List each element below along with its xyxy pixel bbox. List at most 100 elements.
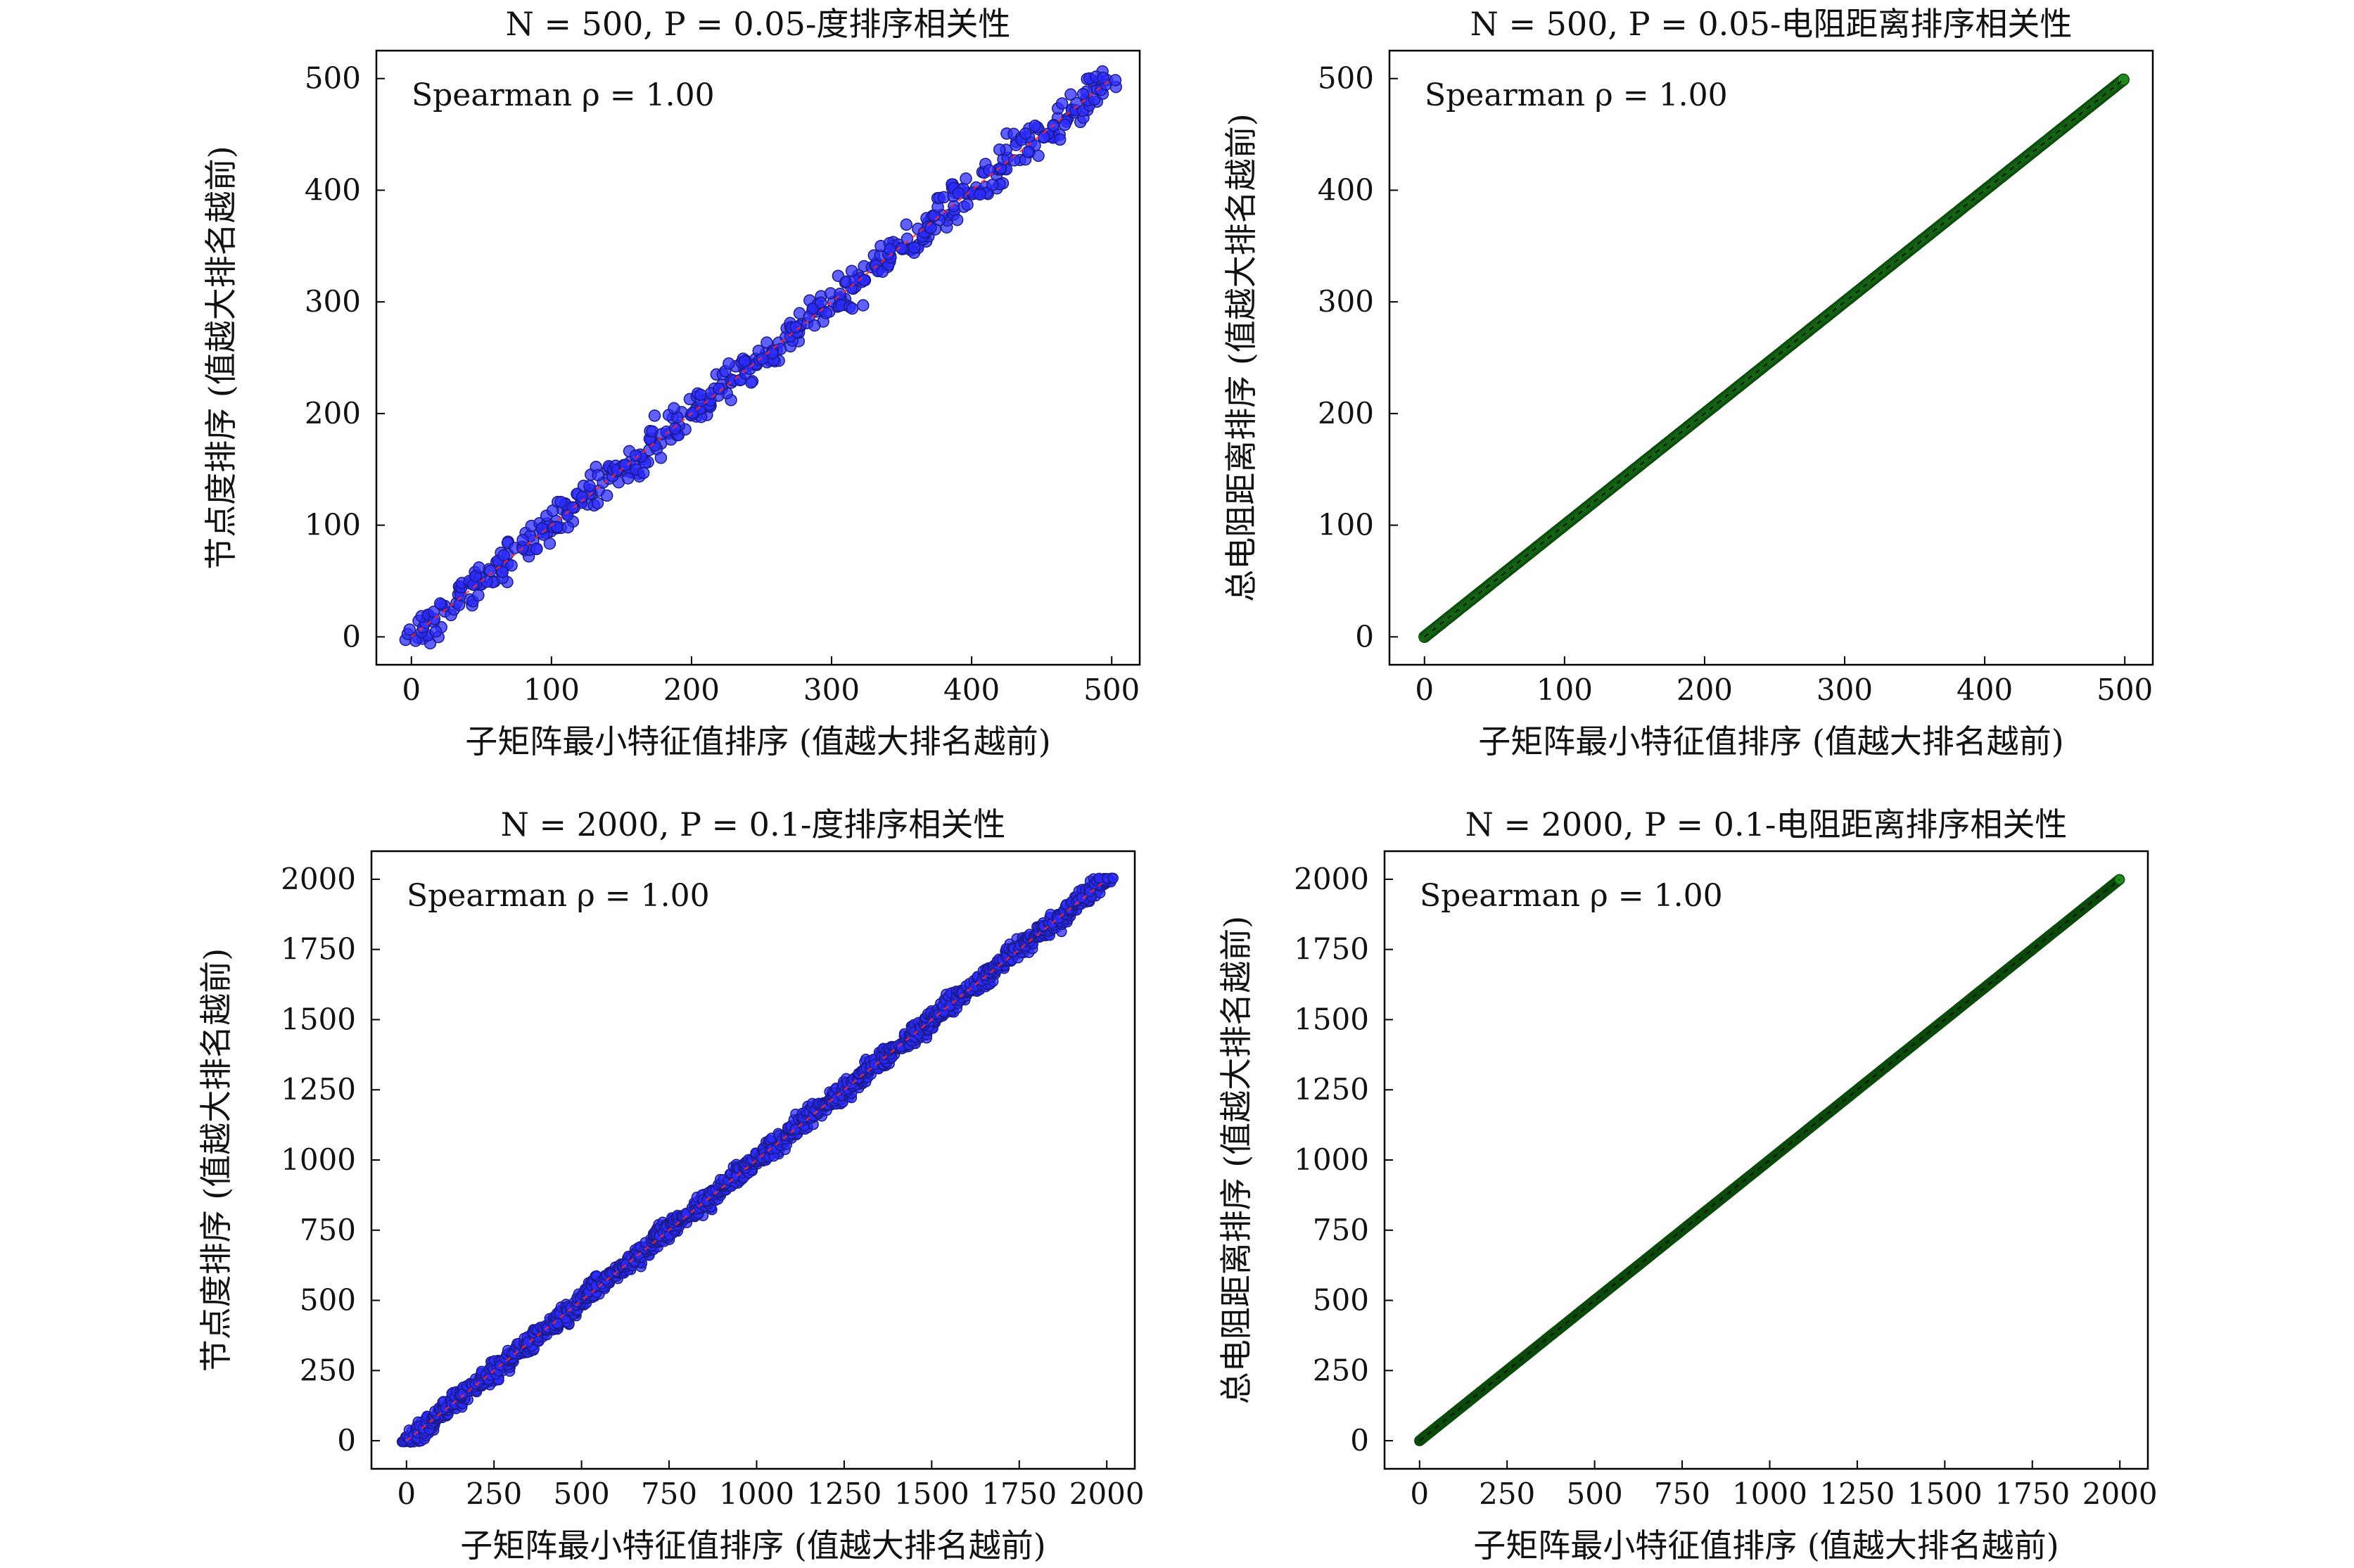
- spearman-annotation: Spearman ρ = 1.00: [407, 878, 710, 914]
- data-point: [953, 188, 965, 199]
- x-tick-label: 250: [466, 1477, 522, 1511]
- data-point: [846, 265, 858, 276]
- y-tick-label: 0: [337, 1423, 356, 1458]
- x-axis-label: 子矩阵最小特征值排序 (值越大排名越前): [1478, 722, 2064, 760]
- data-point: [638, 467, 649, 478]
- reference-line: [1425, 79, 2123, 637]
- x-tick-label: 200: [663, 673, 720, 707]
- data-point: [531, 544, 542, 555]
- x-tick-label: 400: [943, 673, 1000, 707]
- data-point: [435, 598, 446, 609]
- x-tick-label: 1500: [894, 1477, 969, 1511]
- data-point: [623, 473, 634, 484]
- spearman-annotation: Spearman ρ = 1.00: [1425, 77, 1728, 113]
- y-tick-label: 100: [305, 508, 361, 542]
- data-point: [858, 275, 870, 286]
- x-tick-label: 300: [1817, 673, 1873, 707]
- y-tick-label: 100: [1318, 508, 1374, 542]
- x-tick-label: 100: [1537, 673, 1593, 707]
- data-point: [901, 219, 912, 230]
- data-point: [1060, 119, 1071, 130]
- y-tick-label: 400: [305, 172, 361, 207]
- x-tick-label: 0: [397, 1477, 416, 1511]
- data-point: [1109, 75, 1121, 86]
- data-point: [562, 522, 573, 533]
- y-tick-label: 500: [305, 61, 361, 96]
- y-tick-label: 0: [1355, 619, 1374, 654]
- x-axis-label: 子矩阵最小特征值排序 (值越大排名越前): [460, 1526, 1046, 1564]
- data-point: [669, 423, 680, 434]
- data-point: [498, 550, 509, 561]
- data-point: [962, 199, 973, 210]
- x-axis-label: 子矩阵最小特征值排序 (值越大排名越前): [465, 722, 1051, 760]
- y-tick-label: 500: [300, 1283, 356, 1318]
- data-point: [1108, 873, 1118, 883]
- data-point: [695, 389, 706, 400]
- data-point: [473, 562, 485, 573]
- y-tick-label: 1750: [281, 932, 356, 967]
- data-point: [994, 144, 1005, 155]
- data-point: [630, 450, 642, 461]
- data-point: [1057, 98, 1068, 109]
- data-point: [481, 576, 492, 587]
- data-point: [473, 589, 484, 601]
- x-tick-label: 100: [523, 673, 580, 707]
- data-point: [815, 297, 827, 308]
- data-point: [960, 173, 972, 184]
- data-point: [1055, 134, 1066, 145]
- data-point: [884, 243, 896, 255]
- spearman-annotation: Spearman ρ = 1.00: [412, 77, 715, 113]
- x-tick-label: 0: [1415, 673, 1434, 707]
- y-tick-label: 400: [1318, 172, 1374, 207]
- x-tick-label: 0: [402, 673, 421, 707]
- data-point: [584, 480, 595, 492]
- y-tick-label: 300: [1318, 284, 1374, 319]
- chart-title: N = 500, P = 0.05-度排序相关性: [506, 5, 1011, 43]
- data-point: [668, 402, 680, 414]
- data-point: [1020, 128, 1031, 139]
- data-point: [555, 497, 566, 508]
- y-axis-label: 总电阻距离排序 (值越大排名越前): [1222, 113, 1260, 602]
- data-point: [1065, 89, 1076, 100]
- reference-line: [412, 79, 1110, 637]
- x-tick-label: 1750: [981, 1477, 1057, 1511]
- x-tick-label: 400: [1957, 673, 2013, 707]
- y-tick-label: 2000: [281, 862, 356, 896]
- scatter-points: [397, 873, 1119, 1447]
- data-point: [1078, 89, 1089, 100]
- data-point: [431, 626, 442, 637]
- y-tick-label: 200: [305, 396, 361, 431]
- y-tick-label: 1250: [281, 1072, 356, 1107]
- chart-title: N = 2000, P = 0.1-度排序相关性: [501, 805, 1006, 843]
- data-point: [592, 470, 604, 481]
- x-tick-label: 500: [1083, 673, 1140, 707]
- y-tick-label: 300: [305, 284, 361, 319]
- data-point: [1033, 151, 1044, 162]
- y-tick-label: 1500: [281, 1002, 356, 1036]
- data-point: [1022, 146, 1033, 158]
- data-point: [858, 300, 869, 311]
- x-tick-label: 500: [2097, 673, 2153, 707]
- y-axis-label: 节点度排序 (值越大排名越前): [202, 146, 240, 570]
- data-point: [974, 189, 986, 200]
- data-point: [536, 523, 547, 534]
- x-tick-label: 200: [1677, 673, 1733, 707]
- x-tick-label: 1000: [719, 1477, 794, 1511]
- data-point: [649, 410, 661, 421]
- data-point: [723, 358, 734, 369]
- data-point: [846, 303, 858, 314]
- y-axis-label: 节点度排序 (值越大排名越前): [197, 948, 235, 1372]
- y-tick-label: 500: [1318, 61, 1374, 96]
- data-point: [952, 215, 963, 226]
- y-tick-label: 750: [300, 1213, 356, 1247]
- x-tick-label: 750: [641, 1477, 697, 1511]
- data-point: [404, 624, 415, 635]
- data-point: [987, 179, 998, 191]
- x-tick-label: 300: [803, 673, 860, 707]
